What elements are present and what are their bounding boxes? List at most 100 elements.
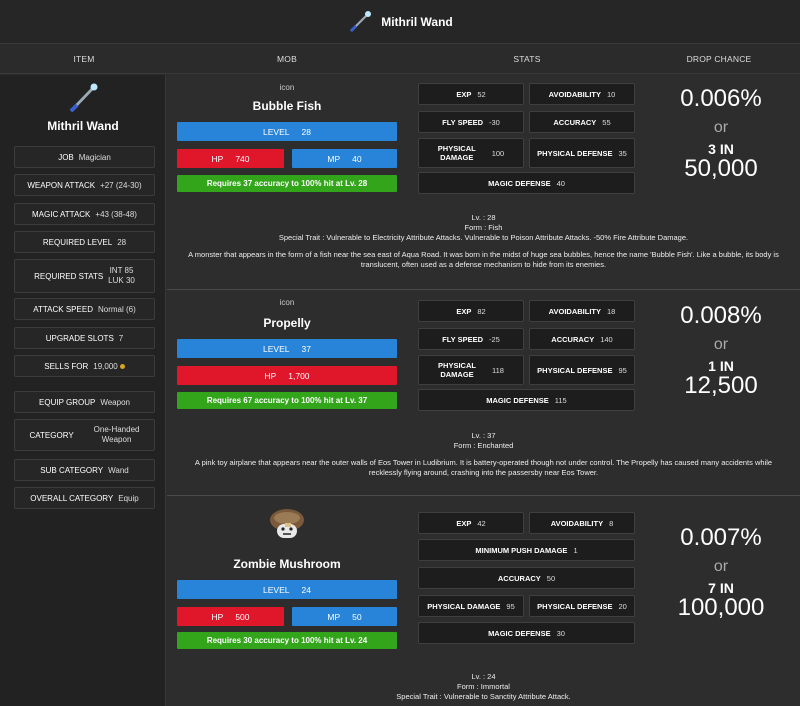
mob-level-text: Lv. : 37 bbox=[471, 431, 496, 440]
mob-description: Lv. : 37 Form : Enchanted A pink toy air… bbox=[167, 431, 800, 478]
mob-form-text: Form : Enchanted bbox=[453, 441, 514, 450]
stat-physical-damage: PHYSICAL DAMAGE 100 bbox=[418, 138, 524, 168]
level-bar: LEVEL 37 bbox=[177, 339, 397, 358]
required-stats-values: INT 85 LUK 30 bbox=[108, 266, 135, 286]
mob-description: Lv. : 24 Form : Immortal Special Trait :… bbox=[167, 672, 800, 702]
mob-name[interactable]: Zombie Mushroom bbox=[233, 557, 341, 571]
stat-label: PHYSICAL DAMAGE bbox=[438, 361, 476, 379]
stat-value: 8 bbox=[609, 518, 614, 528]
weapon-attack-row: WEAPON ATTACK +27 (24-30) bbox=[14, 174, 155, 196]
category-label: CATEGORY bbox=[29, 430, 74, 440]
magic-attack-row: MAGIC ATTACK +43 (38-48) bbox=[14, 203, 155, 225]
mob-trait-text: Special Trait : Vulnerable to Electricit… bbox=[278, 233, 689, 242]
mob-level-text: Lv. : 24 bbox=[471, 672, 496, 681]
stat-label: ACCURACY bbox=[553, 117, 597, 127]
sells-for-label: SELLS FOR bbox=[44, 361, 89, 371]
stat-magic-defense: MAGIC DEFENSE 40 bbox=[418, 172, 635, 194]
stat-value: 40 bbox=[556, 178, 565, 188]
page-header: Mithril Wand bbox=[0, 0, 800, 44]
stat-value: 55 bbox=[602, 117, 611, 127]
mp-bar: MP 50 bbox=[292, 607, 397, 626]
magic-attack-value: +43 (38-48) bbox=[95, 209, 137, 219]
meso-coin-icon bbox=[119, 363, 125, 369]
attack-speed-label: ATTACK SPEED bbox=[33, 304, 93, 314]
stat-physical-damage: PHYSICAL DAMAGE 118 bbox=[418, 355, 524, 385]
drop-chance: 0.006% or 3 IN 50,000 bbox=[647, 85, 795, 181]
level-value: 28 bbox=[301, 126, 311, 137]
required-luk: LUK 30 bbox=[108, 276, 135, 285]
stat-value: -25 bbox=[489, 334, 500, 344]
equip-group-label: EQUIP GROUP bbox=[39, 397, 96, 407]
category-row: CATEGORY One-Handed Weapon bbox=[14, 419, 155, 451]
drop-percent: 0.008% bbox=[680, 302, 762, 329]
magic-attack-label: MAGIC ATTACK bbox=[32, 209, 91, 219]
category-value-line1: One-Handed bbox=[93, 425, 140, 434]
stat-accuracy: ACCURACY 140 bbox=[529, 328, 635, 350]
column-header-drop-chance: DROP CHANCE bbox=[686, 54, 752, 64]
attack-speed-value: Normal (6) bbox=[97, 304, 136, 314]
accuracy-note: Requires 30 accuracy to 100% hit at Lv. … bbox=[177, 632, 397, 649]
sells-for-amount: 19,000 bbox=[93, 361, 118, 371]
stat-value: 100 bbox=[491, 148, 505, 158]
hp-value: 1,700 bbox=[288, 370, 310, 381]
overall-category-row: OVERALL CATEGORY Equip bbox=[14, 487, 155, 509]
required-level-label: REQUIRED LEVEL bbox=[42, 237, 113, 247]
stat-value: 52 bbox=[477, 89, 486, 99]
stat-label: FLY SPEED bbox=[442, 117, 483, 127]
stat-label: ACCURACY bbox=[551, 334, 595, 344]
stat-physical-defense: PHYSICAL DEFENSE 20 bbox=[529, 595, 635, 617]
required-stats-row: REQUIRED STATS INT 85 LUK 30 bbox=[14, 259, 155, 293]
level-bar: LEVEL 28 bbox=[177, 122, 397, 141]
stat-label: PHYSICAL DEFENSE bbox=[537, 601, 613, 611]
upgrade-slots-row: UPGRADE SLOTS 7 bbox=[14, 327, 155, 349]
stat-label: PHYSICAL DAMAGE bbox=[427, 601, 501, 611]
job-value: Magician bbox=[78, 152, 111, 162]
mob-desc-text: A pink toy airplane that appears near th… bbox=[194, 458, 773, 477]
stat-label: FLY SPEED bbox=[442, 334, 483, 344]
upgrade-slots-value: 7 bbox=[118, 333, 124, 343]
stat-value: 140 bbox=[600, 334, 613, 344]
required-stats-label: REQUIRED STATS bbox=[34, 271, 104, 281]
wand-icon bbox=[69, 83, 98, 113]
required-int: INT 85 bbox=[109, 266, 134, 275]
job-row: JOB Magician bbox=[14, 146, 155, 168]
drop-or: or bbox=[713, 558, 729, 575]
drop-denominator: 100,000 bbox=[677, 594, 765, 621]
mob-form-text: Form : Fish bbox=[464, 223, 503, 232]
wand-icon bbox=[350, 10, 372, 32]
category-value-line2: Weapon bbox=[101, 435, 132, 444]
stat-value: -30 bbox=[489, 117, 500, 127]
mp-label: MP bbox=[327, 611, 341, 622]
sub-category-label: SUB CATEGORY bbox=[40, 465, 104, 475]
stat-exp: EXP 82 bbox=[418, 300, 524, 322]
drop-n-in: 1 IN bbox=[708, 358, 734, 374]
mob-name[interactable]: Propelly bbox=[263, 316, 311, 330]
stat-value: 30 bbox=[556, 628, 565, 638]
stat-label: EXP bbox=[456, 89, 472, 99]
drop-or: or bbox=[713, 119, 729, 136]
stat-accuracy: ACCURACY 55 bbox=[529, 111, 635, 133]
sells-for-value: 19,000 bbox=[93, 361, 125, 371]
column-header-stats: STATS bbox=[513, 54, 541, 64]
stat-label: MAGIC DEFENSE bbox=[486, 395, 549, 405]
stat-label: PHYSICAL DAMAGE bbox=[438, 144, 476, 162]
stat-value: 50 bbox=[546, 573, 556, 583]
weapon-attack-label: WEAPON ATTACK bbox=[27, 180, 96, 190]
stat-value: 1 bbox=[573, 545, 578, 555]
stat-label: AVOIDABILITY bbox=[548, 89, 602, 99]
hp-label: HP bbox=[211, 611, 224, 622]
stat-avoidability: AVOIDABILITY 18 bbox=[529, 300, 635, 322]
sub-category-row: SUB CATEGORY Wand bbox=[14, 459, 155, 481]
mob-image: icon bbox=[279, 83, 295, 92]
equip-group-row: EQUIP GROUP Weapon bbox=[14, 391, 155, 413]
mp-label: MP bbox=[327, 153, 341, 164]
mob-description: Lv. : 28 Form : Fish Special Trait : Vul… bbox=[167, 213, 800, 270]
weapon-attack-value: +27 (24-30) bbox=[100, 180, 142, 190]
drop-or: or bbox=[713, 336, 729, 353]
mob-row: Zombie Mushroom LEVEL 24 HP 500 MP 50 Re… bbox=[167, 496, 800, 706]
hp-bar: HP 1,700 bbox=[177, 366, 397, 385]
page-title: Mithril Wand bbox=[381, 14, 453, 29]
stat-magic-defense: MAGIC DEFENSE 30 bbox=[418, 622, 635, 644]
accuracy-note: Requires 37 accuracy to 100% hit at Lv. … bbox=[177, 175, 397, 192]
mob-name[interactable]: Bubble Fish bbox=[252, 99, 322, 113]
